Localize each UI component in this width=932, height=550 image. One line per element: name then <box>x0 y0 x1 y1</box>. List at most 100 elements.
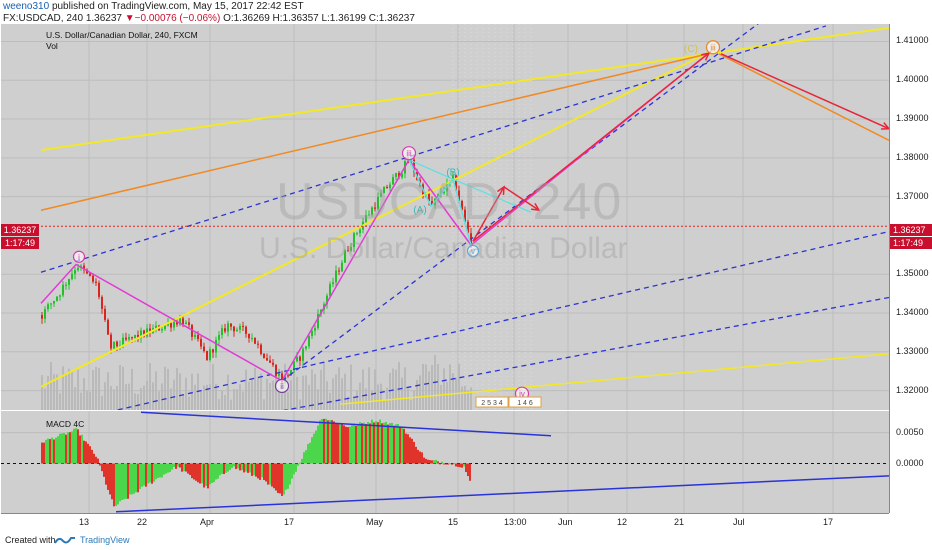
candle-body <box>461 201 463 210</box>
macd-bar <box>365 424 367 464</box>
blue-dashed-low <box>114 230 889 410</box>
volume-bar <box>335 374 337 410</box>
candle-body <box>344 250 346 263</box>
volume-bar <box>419 375 421 410</box>
macd-bar <box>203 463 205 488</box>
time-axis[interactable]: 13 22 Apr 17 May 15 13:00 Jun 12 21 Jul 17 <box>1 513 889 531</box>
candle-body <box>83 265 85 270</box>
macd-bar <box>279 463 281 494</box>
macd-bar <box>173 463 175 467</box>
volume-bar <box>443 368 445 410</box>
macd-bar <box>87 443 89 464</box>
volume-bar <box>86 391 88 410</box>
macd-bar <box>71 431 73 464</box>
macd-bar <box>195 463 197 481</box>
candle-body <box>128 337 130 340</box>
macd-bar <box>159 463 161 478</box>
volume-bar <box>446 381 448 410</box>
macd-bar <box>465 463 467 473</box>
wave-label: (A) <box>413 205 426 216</box>
macd-bar <box>105 463 107 485</box>
volume-bar <box>77 369 79 410</box>
wave-label: iii <box>406 149 412 158</box>
candle-body <box>146 328 148 337</box>
volume-bar <box>161 383 163 410</box>
candle-body <box>206 351 208 360</box>
candle-body <box>374 207 376 209</box>
candle-body <box>398 173 400 178</box>
macd-bar <box>251 463 253 476</box>
macd-bar <box>419 451 421 464</box>
macd-bar <box>103 463 105 477</box>
candle-body <box>155 325 157 329</box>
macd-bar <box>267 463 269 485</box>
volume-bar <box>146 380 148 410</box>
macd-label: MACD 4C <box>46 419 85 429</box>
macd-bar <box>369 423 371 464</box>
time-tick-label: 13 <box>79 517 90 527</box>
macd-bar <box>391 422 393 464</box>
candle-body <box>113 341 115 349</box>
macd-bar <box>335 423 337 464</box>
candle-body <box>68 279 70 285</box>
macd-bar <box>259 463 261 480</box>
macd-bar <box>331 420 333 464</box>
macd-bar <box>417 449 419 464</box>
price-tick-label: 1.39000 <box>896 113 929 124</box>
candle-body <box>365 215 367 222</box>
right-countdown-tag: 1:17:49 <box>890 237 932 249</box>
author-name[interactable]: weeno310 <box>3 1 50 12</box>
candle-body <box>203 346 205 352</box>
time-tick-label: 15 <box>448 517 459 527</box>
candle-body <box>299 356 301 361</box>
volume-bar <box>47 375 49 410</box>
candle-body <box>104 308 106 320</box>
candle-body <box>131 337 133 339</box>
ohlc-values: O:1.36269 H:1.36357 L:1.36199 C:1.36237 <box>223 13 415 24</box>
candle-body <box>107 319 109 335</box>
macd-bar <box>231 463 233 468</box>
volume-bar <box>377 384 379 410</box>
macd-bar <box>463 463 465 467</box>
macd-bar <box>97 458 99 464</box>
macd-bar <box>95 456 97 464</box>
volume-bar <box>416 379 418 410</box>
macd-bar <box>347 427 349 464</box>
volume-bar <box>56 374 58 410</box>
volume-bar <box>122 366 124 410</box>
right-price-tag: 1.36237 <box>890 224 932 236</box>
volume-bar <box>332 378 334 410</box>
candle-body <box>242 326 244 328</box>
candle-body <box>176 321 178 325</box>
macd-bar <box>469 463 471 481</box>
candle-body <box>179 318 181 325</box>
volume-bar <box>248 381 250 410</box>
volume-bar <box>308 384 310 410</box>
candle-body <box>356 233 358 235</box>
macd-bar <box>169 463 171 473</box>
volume-bar <box>305 375 307 410</box>
candle-body <box>317 314 319 329</box>
macd-bar <box>343 425 345 464</box>
macd-tick-label: 0.0000 <box>896 457 924 468</box>
macd-bar <box>151 463 153 484</box>
macd-bar <box>437 461 439 464</box>
macd-bar <box>433 460 435 464</box>
price-axis[interactable]: 1.36237 1:17:49 1.41000 1.40000 1.39000 1.3… <box>889 24 932 513</box>
macd-bar <box>113 463 115 507</box>
macd-bar <box>411 438 413 464</box>
volume-bar <box>341 378 343 410</box>
volume-bar <box>470 387 472 410</box>
tradingview-brand[interactable]: TradingView <box>80 535 130 545</box>
macd-pane[interactable]: MACD 4C <box>1 411 889 513</box>
volume-bar <box>275 374 277 410</box>
candle-body <box>71 273 73 280</box>
macd-bar <box>123 463 125 500</box>
macd-bar <box>319 420 321 464</box>
volume-bar <box>350 364 352 410</box>
macd-bar <box>301 458 303 464</box>
candle-body <box>359 229 361 234</box>
candle-body <box>110 334 112 349</box>
time-tick-label: 17 <box>823 517 834 527</box>
